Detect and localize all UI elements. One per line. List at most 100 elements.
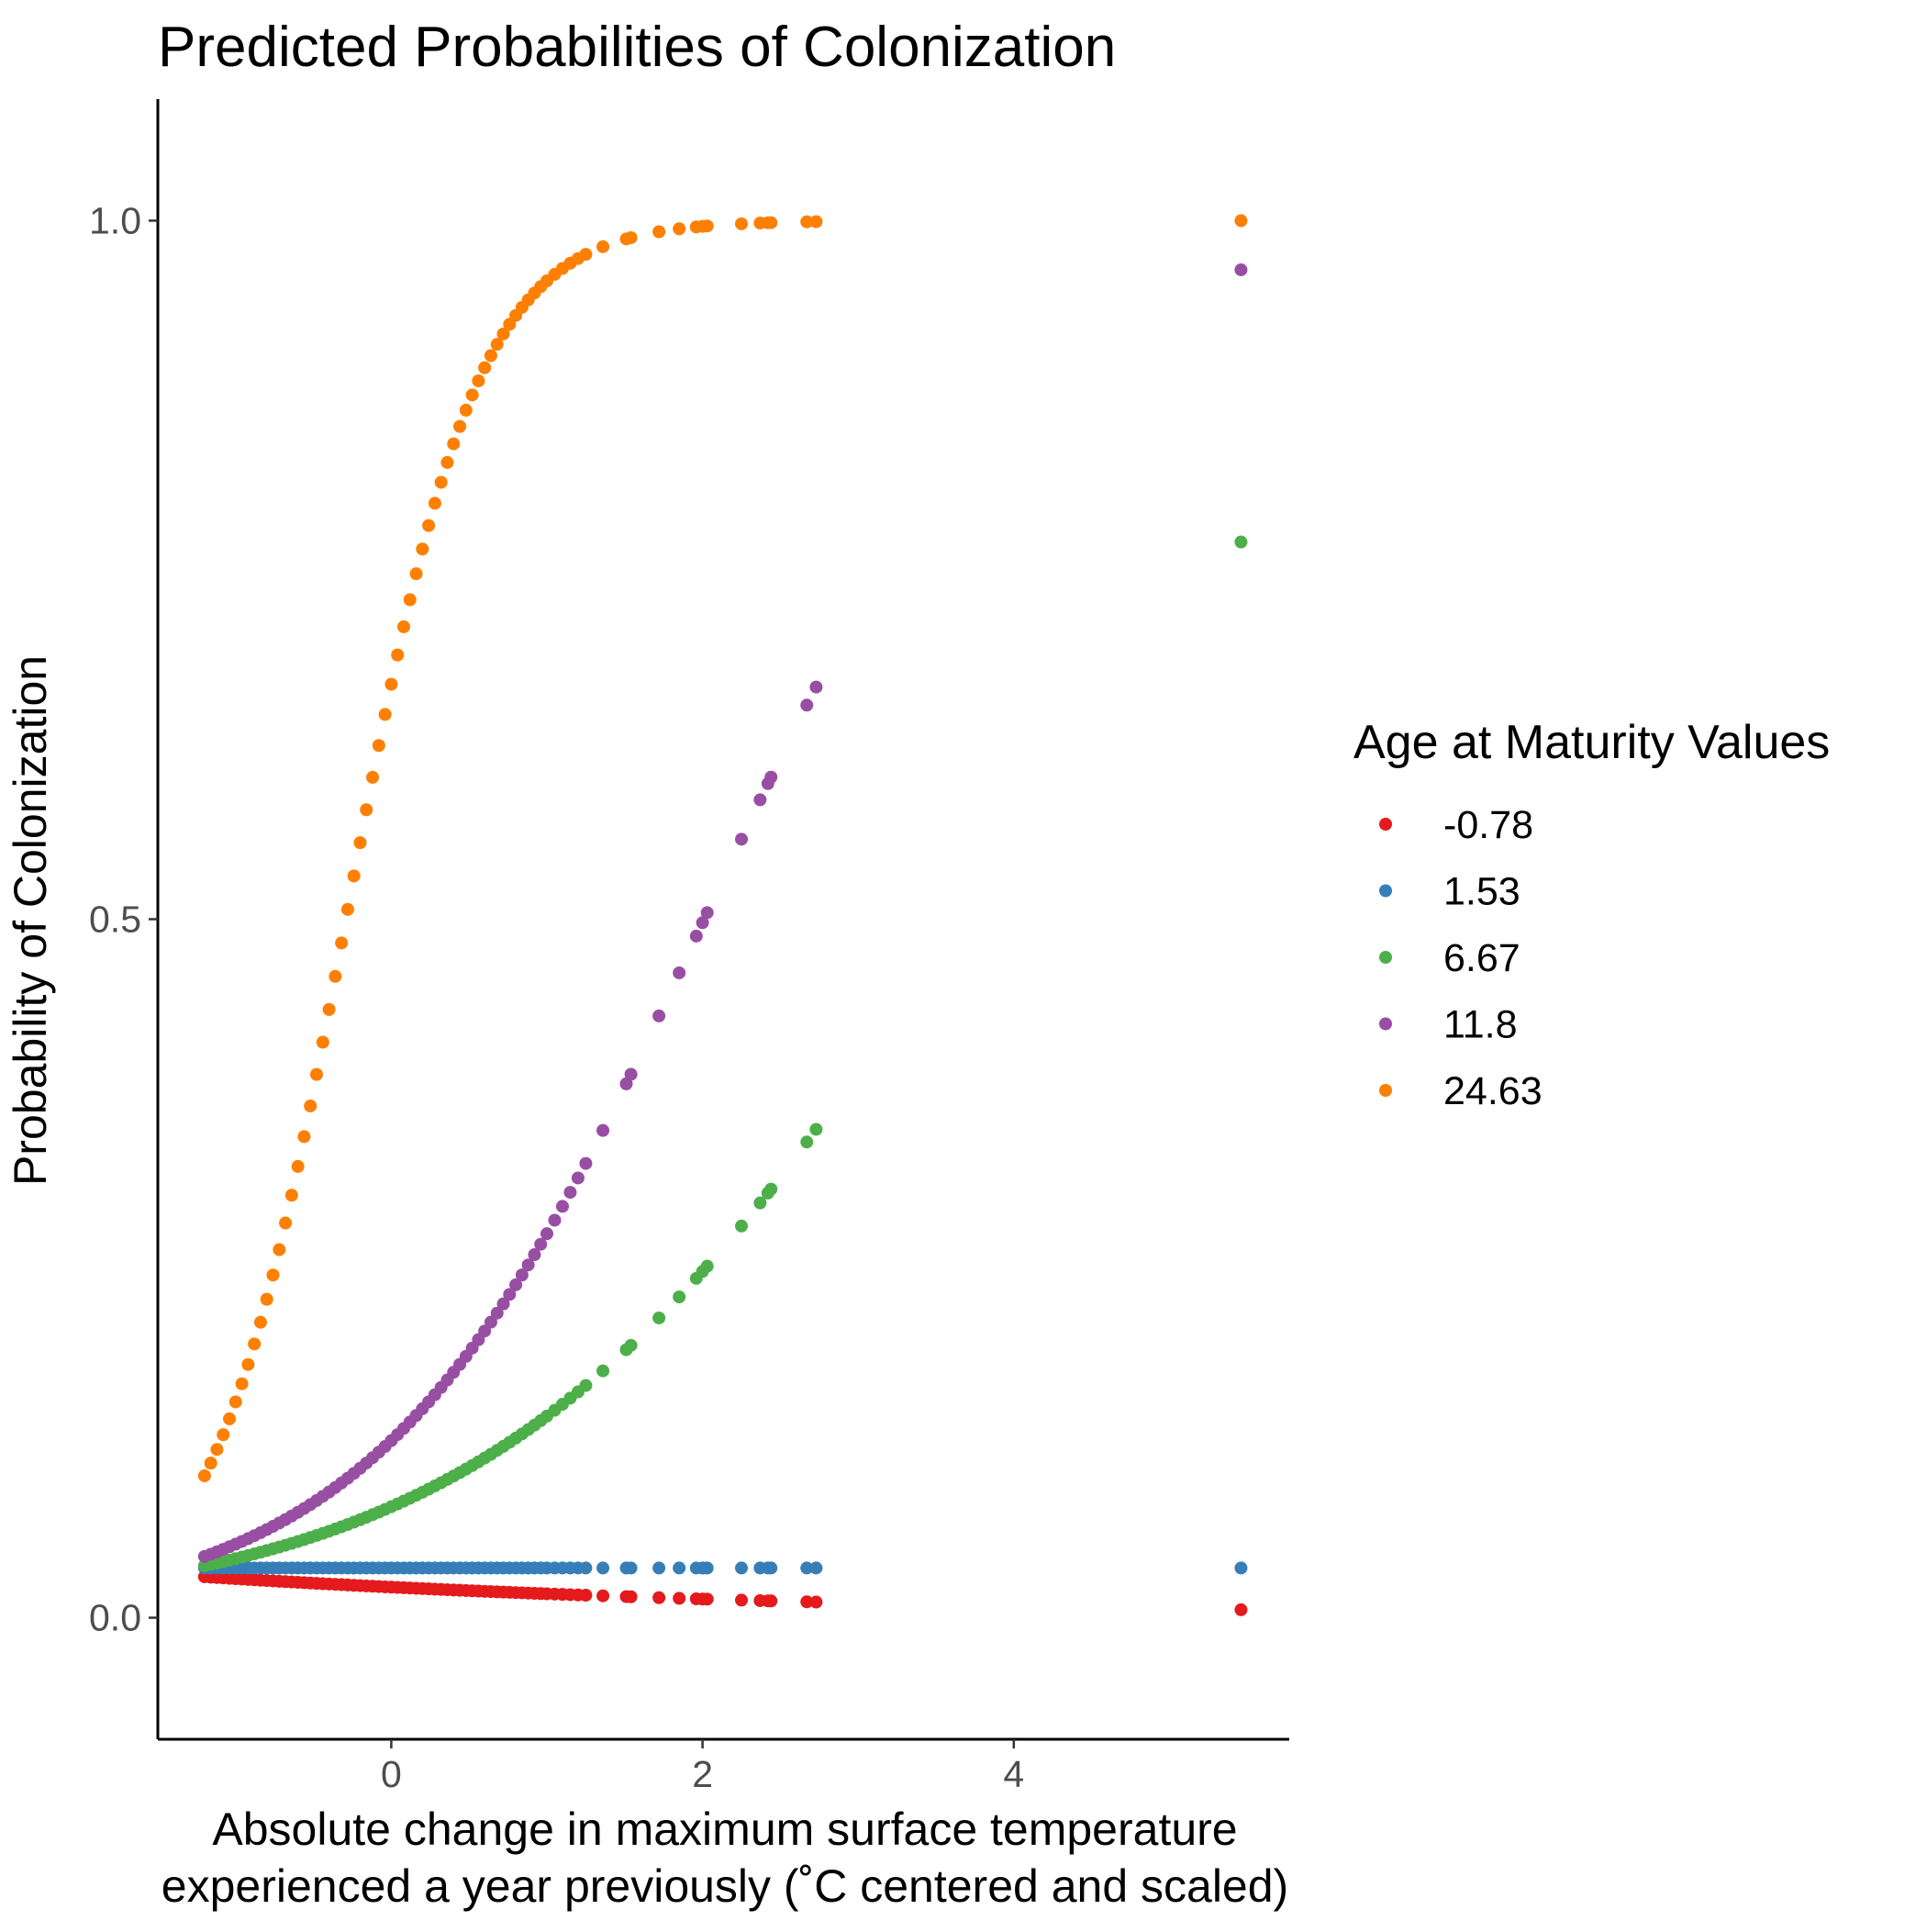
data-point (241, 1357, 255, 1371)
legend-items: -0.78 1.53 6.67 11.8 24.63 (1379, 803, 1543, 1113)
data-point (235, 1377, 249, 1390)
data-point (360, 803, 373, 817)
data-point (309, 1067, 323, 1081)
legend-label: 6.67 (1443, 936, 1520, 980)
data-point (490, 1306, 504, 1320)
data-point (735, 832, 749, 846)
data-point (735, 1561, 749, 1575)
data-point (428, 497, 441, 510)
data-point (335, 936, 349, 950)
data-point (197, 1469, 211, 1482)
data-point (434, 475, 448, 489)
data-point (447, 437, 461, 451)
data-point (579, 1156, 593, 1170)
data-point (735, 217, 749, 230)
series-11.8 (197, 262, 1248, 1563)
data-point (503, 1288, 517, 1301)
legend-item: 1.53 (1379, 870, 1520, 914)
data-point (490, 338, 504, 352)
series-24.63 (197, 214, 1248, 1482)
data-point (1234, 214, 1248, 228)
data-point (555, 1200, 569, 1213)
data-point (297, 1130, 311, 1144)
data-point (372, 739, 385, 753)
data-point (563, 1186, 577, 1200)
data-point (484, 349, 497, 363)
data-point (273, 1243, 286, 1256)
data-point (689, 929, 703, 943)
data-point (253, 1315, 267, 1329)
data-point (440, 455, 454, 469)
legend-marker (1379, 1017, 1392, 1031)
data-point (248, 1337, 262, 1351)
data-point (652, 1561, 666, 1575)
data-point (472, 374, 485, 387)
data-point (800, 1135, 814, 1149)
axes: 0.0 0.5 1.0 0 2 4 (89, 99, 1289, 1795)
legend-item: 6.67 (1379, 936, 1520, 980)
data-point (579, 1379, 593, 1392)
data-point (223, 1412, 237, 1425)
data-point (496, 327, 510, 341)
legend-label: 11.8 (1443, 1003, 1518, 1047)
series-6.67 (197, 535, 1248, 1572)
data-point (753, 1196, 767, 1210)
data-point (673, 966, 686, 979)
legend-label: 1.53 (1443, 870, 1520, 914)
data-point (571, 1171, 585, 1185)
data-point (764, 216, 778, 229)
x-axis-title-line-2: experienced a year previously (˚C center… (162, 1860, 1288, 1912)
data-point (291, 1159, 305, 1173)
data-point (1234, 1561, 1248, 1575)
data-point (596, 1364, 610, 1378)
legend-title: Age at Maturity Values (1353, 716, 1830, 769)
data-point (624, 1590, 638, 1603)
data-point (624, 1338, 638, 1352)
data-point (1234, 535, 1248, 549)
data-point (1234, 1603, 1248, 1616)
data-point (528, 1248, 541, 1262)
data-point (540, 1227, 554, 1241)
legend-label: 24.63 (1443, 1069, 1543, 1113)
data-point (809, 680, 823, 694)
y-tick-label: 1.0 (89, 199, 141, 241)
data-point (422, 519, 436, 532)
data-point (284, 1189, 298, 1202)
y-tick-label: 0.0 (89, 1597, 141, 1639)
data-point (800, 215, 814, 229)
data-point (266, 1268, 280, 1282)
data-point (624, 1067, 638, 1081)
data-point (391, 648, 405, 662)
legend-marker (1379, 951, 1392, 964)
legend-item: 11.8 (1379, 1003, 1518, 1047)
data-point (764, 770, 778, 784)
data-point (800, 1595, 814, 1609)
legend-marker (1379, 818, 1392, 831)
legend: Age at Maturity Values -0.78 1.53 6.67 11.8… (1353, 716, 1830, 1113)
data-point (673, 1561, 686, 1575)
data-point (596, 1561, 610, 1575)
legend-label: -0.78 (1443, 803, 1533, 847)
data-point (596, 1589, 610, 1603)
data-point (809, 1561, 823, 1575)
data-point (764, 1594, 778, 1608)
data-point (579, 1589, 593, 1603)
data-point (700, 1259, 714, 1273)
data-point (459, 403, 473, 417)
data-point (596, 1123, 610, 1137)
data-point (652, 225, 666, 239)
data-point (484, 1315, 497, 1329)
data-point (509, 1278, 523, 1291)
data-point (217, 1428, 230, 1442)
data-point (619, 1077, 633, 1090)
data-point (596, 240, 610, 253)
data-point (809, 215, 823, 229)
data-point (260, 1292, 273, 1306)
legend-marker (1379, 1084, 1392, 1097)
data-point (322, 1002, 336, 1016)
data-point (624, 1561, 638, 1575)
data-point (465, 388, 479, 402)
data-point (652, 1311, 666, 1324)
data-point (366, 770, 380, 784)
